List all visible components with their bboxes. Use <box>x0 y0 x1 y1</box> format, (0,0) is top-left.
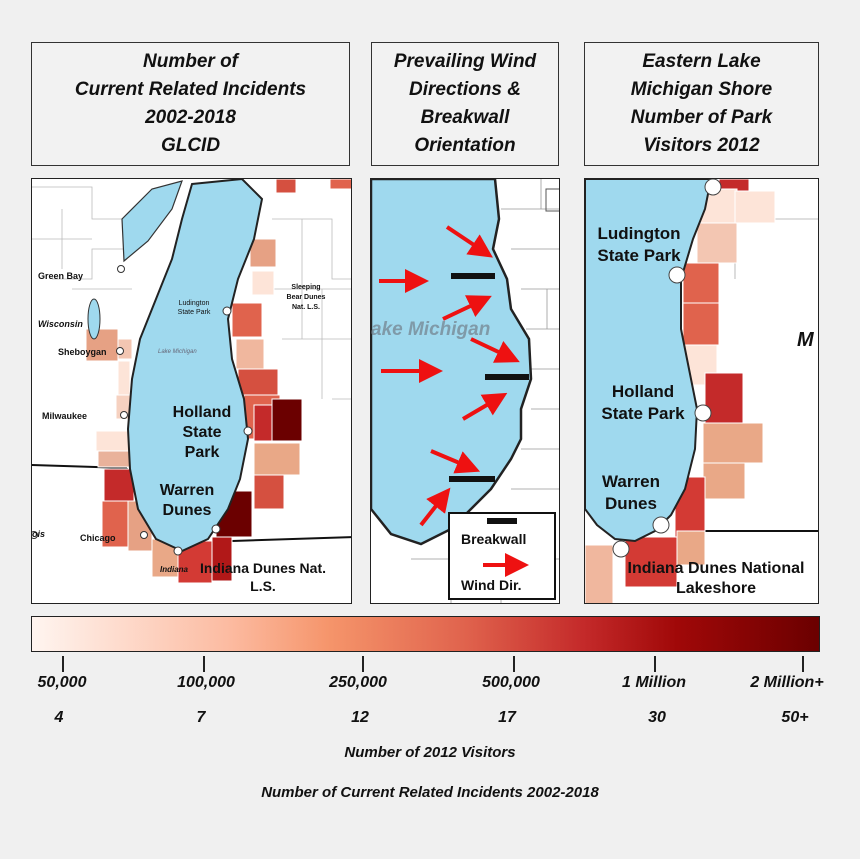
label-indiana: Indiana <box>160 565 189 574</box>
label-holland-state-park: Holland State Park <box>172 404 232 461</box>
scale-tick <box>654 656 656 672</box>
visitor-tick-label: 1 Million <box>622 674 686 691</box>
label-chicago: Chicago <box>80 533 116 543</box>
label-lake-michigan: Lake Michigan <box>158 349 197 355</box>
label-warren-dunes: Warren Dunes <box>159 482 215 519</box>
visitors-map: Ludington State Park Holland State Park … <box>584 178 819 604</box>
title-line: GLCID <box>160 135 221 156</box>
incident-tick-label: 50+ <box>781 709 809 726</box>
title-line: Visitors 2012 <box>643 135 760 156</box>
title-line: Directions & <box>409 79 521 100</box>
label-indiana-dunes-national-lakeshore: Indiana Dunes National Lakeshore <box>627 560 805 597</box>
legend-breakwall-label: Breakwall <box>461 531 527 547</box>
title-line: Current Related Incidents <box>74 79 307 100</box>
label-sheboygan: Sheboygan <box>58 347 107 357</box>
label-green-bay: Green Bay <box>38 271 84 281</box>
scale-tick <box>62 656 64 672</box>
scale-tick <box>513 656 515 672</box>
visitor-tick-label: 50,000 <box>37 674 87 691</box>
visitors-map-graphic <box>585 179 818 603</box>
label-milwaukee: Milwaukee <box>42 411 88 421</box>
visitor-tick-label: 2 Million+ <box>750 674 824 691</box>
title-line: Eastern Lake <box>642 51 761 72</box>
label-michigan-partial: M <box>797 329 814 351</box>
wind-map: ake Michigan Breakwall Wind Dir. <box>370 178 560 604</box>
legend-wind-label: Wind Dir. <box>461 577 522 593</box>
incident-tick-label: 7 <box>196 709 206 726</box>
incident-tick-label: 4 <box>54 709 64 726</box>
label-wisconsin: Wisconsin <box>38 319 83 329</box>
caption-incidents: Number of Current Related Incidents 2002… <box>261 784 599 801</box>
label-illinois: ois <box>32 529 46 539</box>
middle-panel-title: Prevailing Wind Directions & Breakwall O… <box>371 42 559 166</box>
left-panel-title: Number of Current Related Incidents 2002… <box>31 42 350 166</box>
title-line: Number of Park <box>630 107 773 128</box>
caption-visitors: Number of 2012 Visitors <box>344 744 516 761</box>
right-panel-title: Eastern Lake Michigan Shore Number of Pa… <box>584 42 819 166</box>
label-ludington-state-park: Ludington State Park <box>597 224 681 265</box>
color-scale-bar <box>31 616 820 652</box>
incident-tick-label: 12 <box>351 709 369 726</box>
wind-map-graphic <box>371 179 559 603</box>
incidents-map-graphic <box>32 179 351 584</box>
label-warren-dunes: Warren Dunes <box>602 472 660 513</box>
label-sleeping-bear: Sleeping Bear Dunes Nat. L.S. <box>286 284 326 311</box>
visitor-tick-label: 100,000 <box>177 674 235 691</box>
label-holland-state-park: Holland State Park <box>601 382 685 423</box>
visitor-tick-label: 250,000 <box>329 674 387 691</box>
title-line: Orientation <box>414 135 516 156</box>
title-line: Number of <box>143 51 238 72</box>
incident-tick-label: 30 <box>648 709 666 726</box>
scale-tick <box>203 656 205 672</box>
visitor-tick-label: 500,000 <box>482 674 540 691</box>
label-lake-michigan-faded: ake Michigan <box>371 319 491 340</box>
label-indiana-dunes: Indiana Dunes Nat. L.S. <box>199 560 327 594</box>
incident-tick-label: 17 <box>498 709 516 726</box>
title-line: Prevailing Wind <box>393 51 537 72</box>
title-line: Michigan Shore <box>630 79 773 100</box>
title-line: 2002-2018 <box>145 107 236 128</box>
scale-tick <box>802 656 804 672</box>
scale-tick <box>362 656 364 672</box>
label-ludington-small: Ludington State Park <box>177 300 211 316</box>
title-line: Breakwall <box>420 107 510 128</box>
incidents-map: Green Bay Wisconsin Sheboygan Milwaukee … <box>31 178 352 604</box>
